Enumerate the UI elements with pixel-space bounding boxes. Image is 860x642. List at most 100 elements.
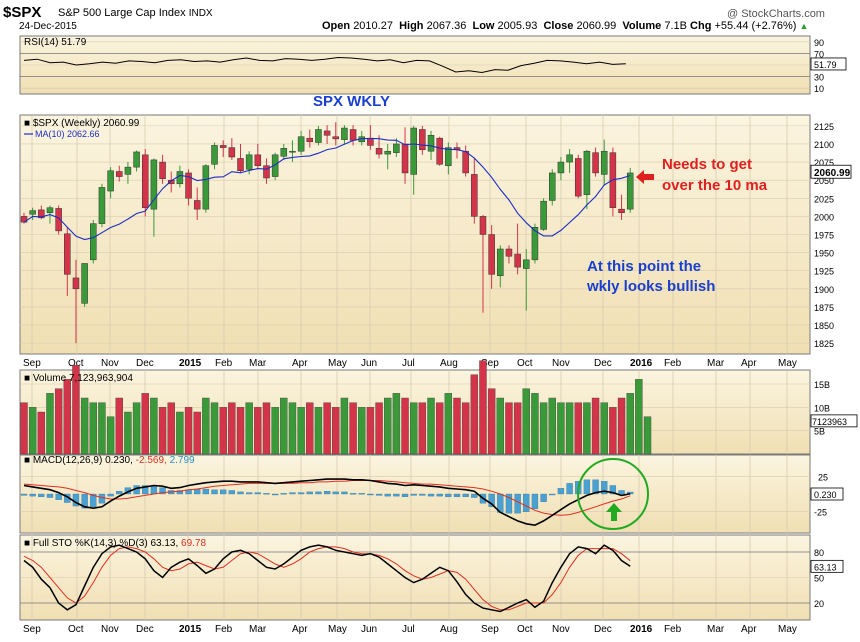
price-tick-label: 1925 bbox=[814, 267, 834, 277]
candle-down bbox=[219, 145, 227, 148]
macd-histogram-bar bbox=[323, 491, 331, 495]
volume-bar bbox=[288, 402, 297, 455]
volume-bar bbox=[176, 411, 184, 455]
symbol-label: $SPX bbox=[3, 4, 42, 21]
x-axis-label: May bbox=[328, 358, 347, 369]
candle-down bbox=[401, 143, 409, 174]
volume-bar bbox=[150, 397, 158, 455]
volume-bar bbox=[219, 407, 227, 455]
volume-tick-label: 15B bbox=[814, 380, 830, 390]
volume-bar bbox=[358, 407, 366, 455]
x-axis-label: Dec bbox=[136, 358, 154, 369]
x-axis-label-bottom: Oct bbox=[68, 624, 84, 635]
x-axis-label-bottom: Dec bbox=[594, 624, 612, 635]
candle-up bbox=[289, 150, 296, 153]
price-tick-label: 1875 bbox=[814, 303, 834, 313]
candle-down bbox=[141, 154, 149, 208]
macd-histogram-bar bbox=[46, 493, 54, 498]
candle-down bbox=[375, 148, 383, 155]
macd-histogram-bar bbox=[349, 493, 357, 495]
macd-histogram-bar bbox=[55, 493, 62, 500]
x-axis-label: Apr bbox=[292, 358, 308, 369]
volume-bar bbox=[271, 407, 279, 455]
volume-bar bbox=[505, 402, 513, 455]
candle-down bbox=[64, 233, 71, 275]
volume-bar bbox=[54, 388, 63, 455]
volume-bar bbox=[193, 411, 201, 455]
candle-down bbox=[72, 277, 80, 290]
volume-bar bbox=[210, 402, 219, 455]
macd-label: ■ MACD(12,26,9) 0.230, -2.569, 2.799 bbox=[24, 455, 195, 466]
x-axis-label: Oct bbox=[68, 358, 84, 369]
macd-histogram-bar bbox=[549, 493, 556, 496]
macd-histogram-bar bbox=[211, 489, 218, 495]
macd-histogram-bar bbox=[410, 493, 417, 496]
candle-down bbox=[618, 208, 625, 214]
candle-up bbox=[315, 129, 322, 143]
volume-bar bbox=[427, 397, 435, 455]
volume-bar bbox=[202, 397, 210, 455]
macd-histogram-bar bbox=[583, 479, 591, 495]
volume-bar bbox=[297, 407, 305, 455]
volume-last-value-box bbox=[810, 414, 858, 428]
volume-bar bbox=[20, 402, 28, 455]
candle-up bbox=[410, 127, 417, 175]
x-axis-label: Nov bbox=[552, 358, 570, 369]
candle-up bbox=[566, 154, 573, 163]
annotation-bullish-line2: wkly looks bullish bbox=[587, 278, 716, 295]
macd-histogram-bar bbox=[609, 485, 617, 495]
macd-histogram-bar bbox=[618, 490, 625, 495]
volume-bar bbox=[583, 402, 591, 455]
macd-histogram-bar bbox=[332, 491, 339, 495]
x-axis-label-bottom: Oct bbox=[517, 624, 533, 635]
volume-bar bbox=[106, 416, 115, 455]
x-axis-label: Feb bbox=[215, 358, 233, 369]
x-axis-label-bottom: Jun bbox=[361, 624, 377, 635]
macd-histogram-bar bbox=[271, 493, 279, 496]
x-axis-label-bottom: 2015 bbox=[179, 624, 202, 635]
candle-up bbox=[271, 154, 279, 177]
x-axis-label-bottom: Jul bbox=[402, 624, 415, 635]
x-axis-label: Feb bbox=[664, 358, 682, 369]
volume-tick-label: 5B bbox=[814, 427, 825, 437]
macd-histogram-bar bbox=[107, 493, 114, 497]
sto-tick-label: 20 bbox=[814, 599, 824, 609]
volume-bar bbox=[254, 407, 262, 455]
macd-histogram-bar bbox=[505, 493, 513, 514]
sto-label: ■ Full STO %K(14,3) %D(3) 63.13, 69.78 bbox=[24, 538, 206, 549]
volume-bar bbox=[643, 416, 652, 455]
rsi-last-value-box bbox=[810, 57, 847, 71]
x-axis-label-bottom: Sep bbox=[481, 624, 499, 635]
macd-histogram-bar bbox=[557, 488, 565, 495]
macd-histogram-bar bbox=[315, 491, 322, 495]
candle-up bbox=[626, 172, 634, 210]
x-axis-label: Sep bbox=[481, 358, 499, 369]
sto-last-value: 63.13 bbox=[814, 562, 837, 572]
x-axis-label: Dec bbox=[594, 358, 612, 369]
candle-down bbox=[505, 248, 513, 257]
macd-histogram-bar bbox=[306, 491, 313, 495]
macd-histogram-bar bbox=[202, 488, 210, 495]
x-axis-label: Apr bbox=[741, 358, 757, 369]
volume-bar bbox=[37, 411, 46, 455]
price-tick-label: 2050 bbox=[814, 176, 834, 186]
candle-up bbox=[245, 154, 253, 170]
sto-tick-label: 80 bbox=[814, 548, 824, 558]
volume-bar bbox=[245, 402, 253, 455]
macd-histogram-bar bbox=[436, 493, 443, 497]
volume-bar bbox=[228, 402, 236, 455]
x-axis-label-bottom: Mar bbox=[249, 624, 267, 635]
candle-down bbox=[263, 165, 270, 179]
volume-bar bbox=[617, 397, 626, 455]
candle-up bbox=[600, 150, 608, 175]
volume-bar bbox=[479, 360, 487, 455]
x-axis-label-bottom: Aug bbox=[440, 624, 458, 635]
annotation-bullish-line1: At this point the bbox=[587, 258, 702, 275]
volume-bar bbox=[167, 402, 175, 455]
x-axis-label-bottom: 2016 bbox=[630, 624, 653, 635]
macd-histogram-bar bbox=[29, 493, 36, 497]
macd-histogram-bar bbox=[488, 493, 495, 507]
macd-histogram-bar bbox=[445, 493, 452, 497]
price-last-value-box bbox=[810, 164, 852, 179]
price-tick-label: 2100 bbox=[814, 140, 834, 150]
